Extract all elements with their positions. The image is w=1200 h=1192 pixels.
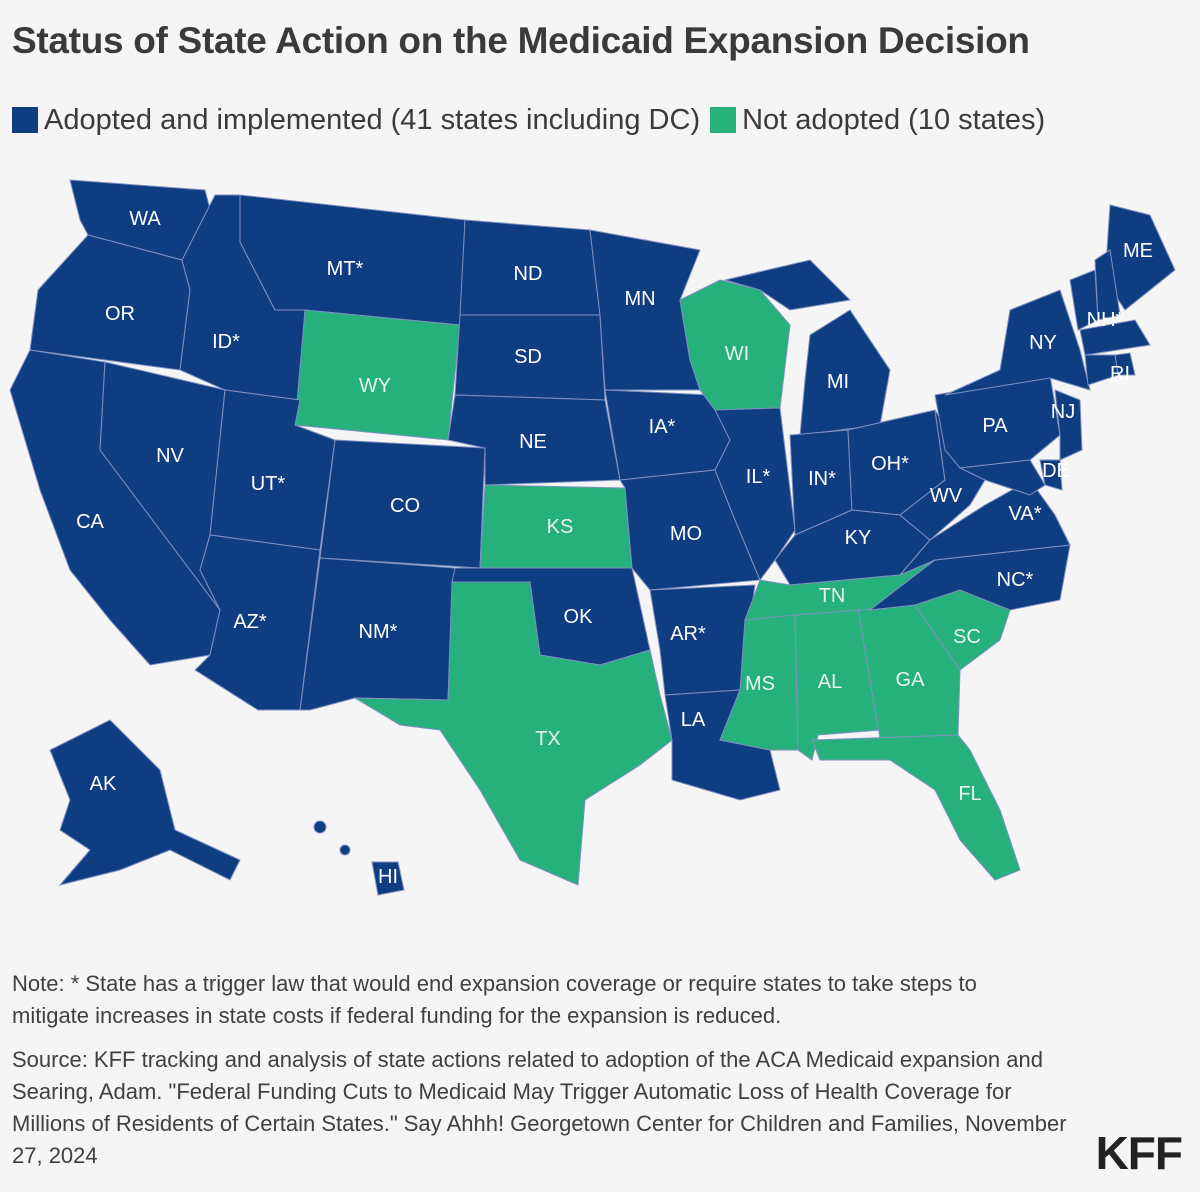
label-NH: NH* (1087, 309, 1124, 331)
label-SC: SC (953, 626, 981, 648)
label-TN: TN (819, 585, 846, 607)
legend-item-adopted: Adopted and implemented (41 states inclu… (12, 104, 700, 137)
label-CO: CO (390, 495, 420, 517)
chart-title: Status of State Action on the Medicaid E… (12, 20, 1030, 61)
label-MT: MT* (327, 258, 364, 280)
label-WV: WV (930, 485, 963, 507)
legend-swatch-adopted (12, 107, 38, 133)
label-IN: IN* (808, 468, 836, 490)
legend-label-not-adopted: Not adopted (10 states) (742, 103, 1046, 136)
state-HI-small[interactable] (313, 820, 327, 834)
label-AL: AL (818, 671, 842, 693)
label-NM: NM* (359, 621, 398, 643)
legend: Adopted and implemented (41 states inclu… (12, 100, 1055, 140)
label-ND: ND (514, 263, 543, 285)
state-MI-upper[interactable] (723, 259, 852, 311)
state-labels: WA OR CA NV ID* MT* WY UT* CO AZ* NM* ND… (76, 208, 1153, 888)
label-MO: MO (670, 523, 702, 545)
label-MN: MN (624, 288, 655, 310)
label-HI: HI (378, 866, 398, 888)
state-VT[interactable] (1069, 269, 1099, 331)
source-note: Source: KFF tracking and analysis of sta… (12, 1047, 1067, 1168)
label-MS: MS (745, 673, 775, 695)
state-AK[interactable] (49, 719, 241, 886)
state-VA[interactable] (899, 479, 1071, 576)
label-WY: WY (359, 375, 391, 397)
label-KS: KS (547, 516, 574, 538)
label-SD: SD (514, 346, 542, 368)
state-MA[interactable] (1079, 319, 1151, 356)
state-NJ[interactable] (1054, 389, 1083, 461)
label-NE: NE (519, 431, 547, 453)
legend-label-adopted: Adopted and implemented (41 states inclu… (44, 103, 701, 136)
label-CA: CA (76, 511, 104, 533)
us-map: WA OR CA NV ID* MT* WY UT* CO AZ* NM* ND… (9, 179, 1176, 896)
label-OK: OK (564, 606, 594, 628)
state-AZ[interactable] (194, 534, 321, 711)
label-VA: VA* (1009, 503, 1042, 525)
state-TX[interactable] (353, 581, 673, 886)
legend-item-not-adopted: Not adopted (10 states) (710, 104, 1045, 137)
kff-logo: KFF (1095, 1127, 1183, 1179)
state-HI[interactable] (371, 861, 405, 896)
footnote: Note: * State has a trigger law that wou… (12, 971, 977, 1028)
label-KY: KY (845, 527, 872, 549)
label-IA: IA* (649, 416, 676, 438)
label-NV: NV (156, 445, 184, 467)
label-ID: ID* (212, 331, 240, 353)
label-GA: GA (896, 669, 926, 691)
label-UT: UT* (251, 473, 286, 495)
label-ME: ME (1123, 240, 1153, 262)
label-OH: OH* (871, 453, 909, 475)
label-IL: IL* (746, 466, 771, 488)
label-FL: FL (958, 783, 981, 805)
label-AK: AK (90, 773, 117, 795)
state-FL[interactable] (811, 734, 1021, 881)
label-LA: LA (681, 709, 706, 731)
state-CT[interactable] (1084, 354, 1119, 386)
label-DE: DE (1042, 460, 1070, 482)
state-MD[interactable] (958, 459, 1046, 496)
label-RI: RI (1110, 363, 1130, 385)
state-HI-small2[interactable] (339, 844, 351, 856)
label-NJ: NJ (1051, 401, 1075, 423)
label-TX: TX (535, 728, 561, 750)
legend-swatch-not-adopted (710, 107, 737, 133)
label-MI: MI (827, 371, 849, 393)
label-NY: NY (1029, 332, 1057, 354)
label-WI: WI (725, 343, 749, 365)
label-WA: WA (129, 208, 161, 230)
state-DE[interactable] (1039, 459, 1063, 491)
label-NC: NC* (997, 569, 1034, 591)
state-NY[interactable] (944, 289, 1091, 396)
label-PA: PA (982, 415, 1008, 437)
label-AR: AR* (670, 623, 706, 645)
label-OR: OR (105, 303, 135, 325)
label-AZ: AZ* (233, 611, 267, 633)
